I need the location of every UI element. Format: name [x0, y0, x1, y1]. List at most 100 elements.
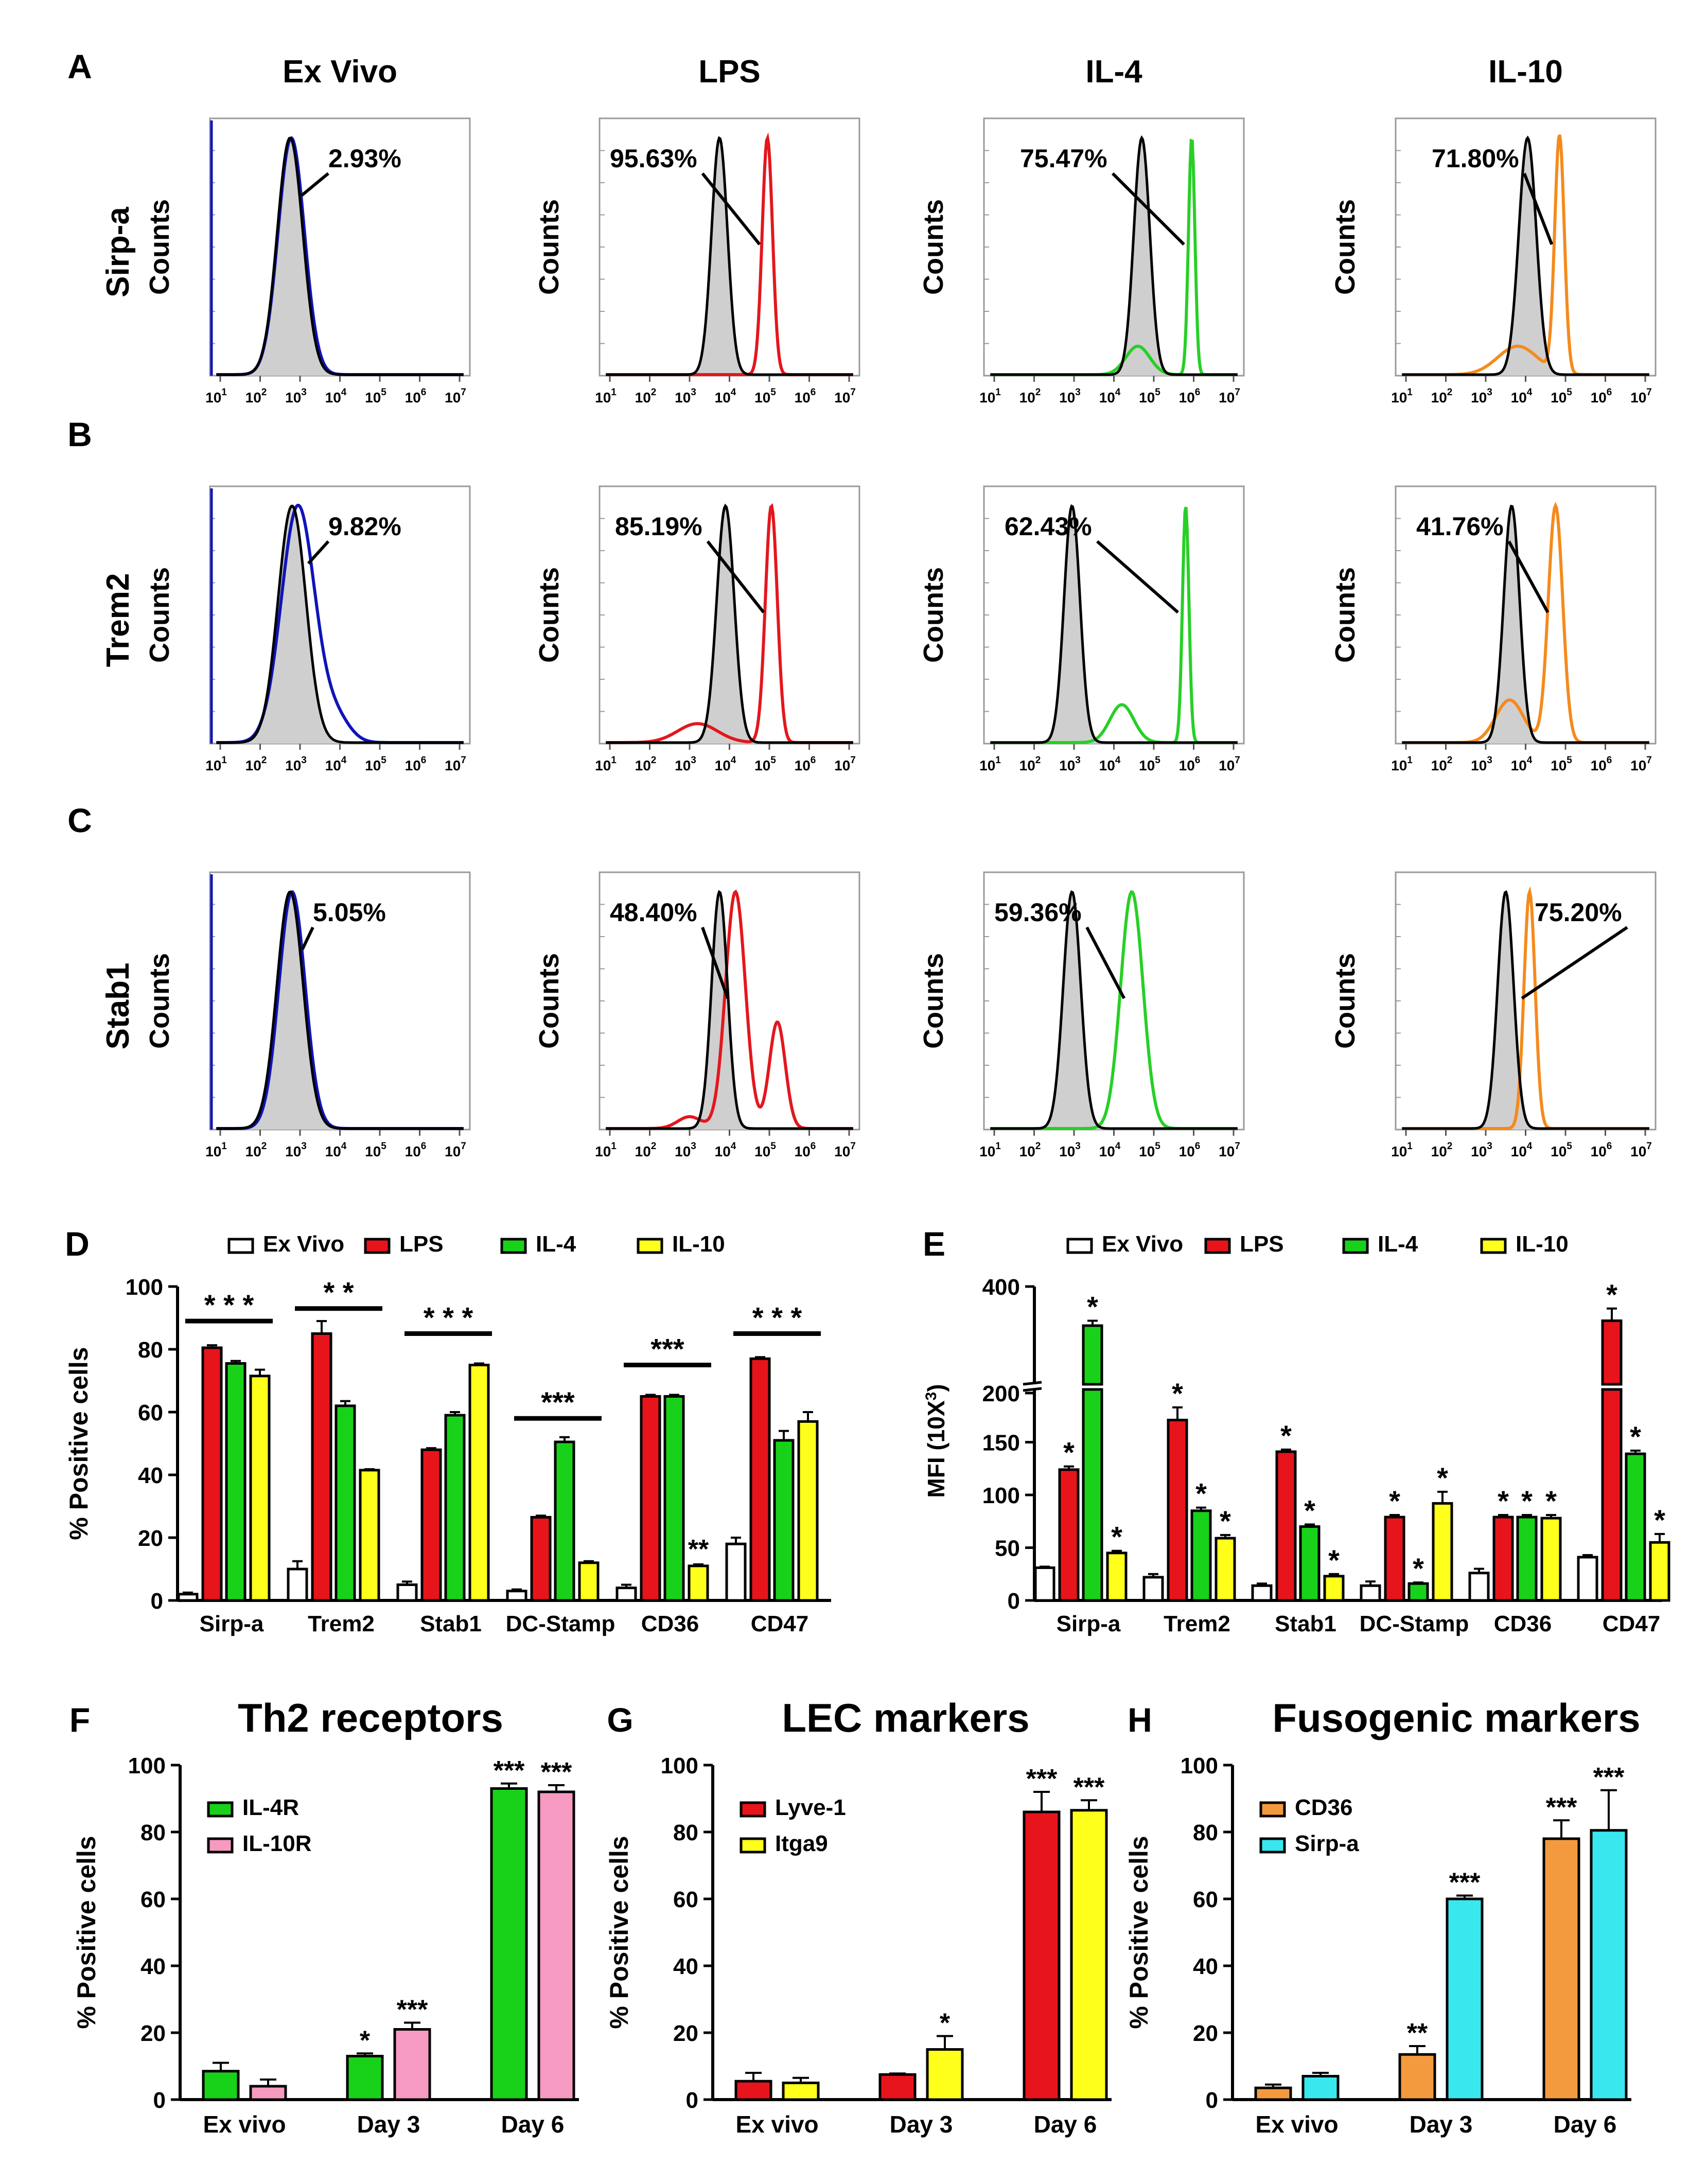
x-tick-label: 106 — [795, 1141, 816, 1159]
x-tick-exponent: 2 — [651, 1141, 657, 1152]
bar — [1299, 1525, 1321, 1602]
x-tick-exponent: 6 — [1607, 755, 1612, 766]
significance-stars: * * * — [424, 1301, 473, 1334]
significance-star: * — [1111, 1521, 1122, 1553]
bar — [1516, 1516, 1538, 1602]
x-tick-exponent: 7 — [1235, 755, 1240, 766]
x-tick-label: Day 6 — [1554, 2111, 1617, 2138]
x-tick-exponent: 1 — [221, 755, 227, 766]
percent-label: 85.19% — [615, 512, 702, 541]
y-axis-label-exponent: 3 — [923, 1392, 940, 1401]
isotype-fill — [216, 506, 464, 744]
x-tick-label: 104 — [1511, 1141, 1533, 1159]
x-tick-label: 101 — [205, 387, 227, 406]
y-axis-label: Counts — [918, 953, 949, 1049]
x-tick-exponent: 4 — [341, 387, 347, 398]
x-tick-exponent: 2 — [1035, 1141, 1041, 1152]
x-tick-exponent: 2 — [651, 755, 657, 766]
x-tick-exponent: 6 — [811, 1141, 816, 1152]
x-tick-exponent: 3 — [1487, 1141, 1492, 1152]
percent-label: 95.63% — [610, 144, 697, 173]
x-tick-exponent: 1 — [221, 1141, 227, 1152]
x-tick-exponent: 3 — [1075, 1141, 1081, 1152]
isotype-fill — [216, 138, 464, 376]
legend-swatch — [1066, 1238, 1093, 1254]
x-tick-exponent: 6 — [421, 755, 427, 766]
legend-label: IL-10 — [672, 1231, 725, 1257]
x-tick-exponent: 5 — [770, 387, 776, 398]
bar — [1446, 1897, 1484, 2101]
x-tick-exponent: 7 — [461, 755, 466, 766]
significance-star: * — [1498, 1485, 1509, 1517]
bar — [782, 2082, 820, 2101]
percent-label: 71.80% — [1432, 144, 1519, 173]
axis-break — [1023, 1387, 1042, 1392]
legend-swatch — [1259, 1801, 1286, 1818]
y-axis-label: Counts — [534, 953, 565, 1049]
isotype-curve — [1402, 135, 1649, 376]
panel-F: F Th2 receptors 0 20 40 60 80 100 % Positive cel… — [69, 1695, 579, 2138]
x-tick-label: 106 — [1179, 1141, 1201, 1159]
x-tick-exponent: 1 — [1407, 1141, 1413, 1152]
bar — [537, 1790, 575, 2101]
x-tick-exponent: 2 — [1035, 387, 1041, 398]
bar — [225, 1362, 247, 1602]
significance-stars: * — [360, 2026, 371, 2055]
x-tick-exponent: 3 — [301, 387, 307, 398]
bar — [1398, 2053, 1436, 2101]
bar — [393, 2028, 431, 2101]
percent-label: 5.05% — [313, 898, 386, 927]
significance-stars: *** — [1546, 1792, 1577, 1822]
x-tick-exponent: 1 — [611, 387, 617, 398]
x-tick-exponent: 7 — [1646, 1141, 1652, 1152]
bar — [202, 2070, 240, 2101]
x-tick-exponent: 3 — [301, 1141, 307, 1152]
x-tick-exponent: 1 — [1407, 387, 1413, 398]
x-tick-exponent: 4 — [341, 1141, 347, 1152]
y-tick-label: 80 — [138, 1337, 163, 1363]
percent-label: 2.93% — [328, 144, 401, 173]
bar — [1251, 1584, 1273, 1602]
x-tick-label: Day 3 — [357, 2111, 420, 2138]
significance-star: * — [1280, 1419, 1292, 1452]
significance-star: * — [1389, 1485, 1400, 1517]
x-tick-exponent: 5 — [1155, 1141, 1160, 1152]
legend-label: IL-10 — [1516, 1231, 1569, 1257]
y-axis-label: Counts — [534, 567, 565, 663]
percent-pointer — [301, 926, 314, 950]
y-axis-label: % Positive cells — [605, 1836, 633, 2029]
y-tick-label: 0 — [686, 2088, 698, 2113]
y-tick-label: 80 — [1193, 1820, 1218, 1845]
x-tick-label: Stab1 — [420, 1611, 482, 1636]
x-tick-exponent: 4 — [341, 755, 347, 766]
isotype-curve — [1402, 504, 1649, 744]
bar — [530, 1516, 552, 1602]
legend-label: IL-4 — [1378, 1231, 1418, 1257]
bar — [773, 1439, 795, 1602]
panel-G: G LEC markers 0 20 40 60 80 100 % Positive cells… — [605, 1695, 1112, 2138]
axis-break — [1023, 1381, 1042, 1386]
x-tick-exponent: 1 — [611, 1141, 617, 1152]
y-axis-label: Counts — [534, 199, 565, 295]
panel-letter: F — [69, 1701, 90, 1739]
panel-H: H Fusogenic markers 0 20 40 60 80 100 % Positive… — [1124, 1695, 1641, 2138]
bar — [663, 1395, 685, 1602]
x-tick-label: Ex vivo — [735, 2111, 818, 2138]
percent-pointer — [1111, 172, 1185, 246]
y-axis-label: % Positive cells — [72, 1836, 101, 2029]
x-tick-label: Ex vivo — [1255, 2111, 1338, 2138]
bar — [1215, 1537, 1236, 1602]
bar — [1625, 1452, 1646, 1602]
x-tick-exponent: 4 — [731, 387, 736, 398]
bar — [615, 1587, 637, 1602]
x-tick-exponent: 1 — [995, 387, 1001, 398]
bar — [640, 1395, 661, 1602]
isotype-fill — [216, 892, 464, 1130]
x-tick-exponent: 1 — [1407, 755, 1413, 766]
x-tick-label: 101 — [595, 1141, 617, 1159]
y-axis-label: Counts — [1330, 199, 1361, 295]
x-tick-exponent: 5 — [770, 755, 776, 766]
bar — [1301, 2075, 1340, 2101]
